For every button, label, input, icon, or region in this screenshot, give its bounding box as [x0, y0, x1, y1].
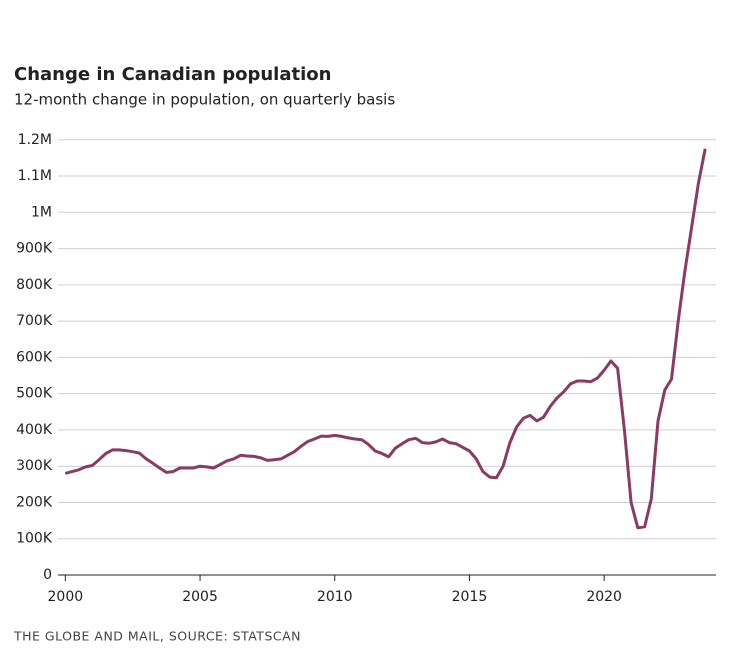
x-tick-label: 2010	[317, 589, 353, 605]
y-tick-label: 1.2M	[18, 132, 52, 148]
y-tick-label: 1.1M	[18, 168, 52, 184]
y-tick-label: 200K	[16, 494, 53, 510]
y-tick-label: 900K	[16, 241, 53, 257]
y-tick-label: 400K	[16, 422, 53, 438]
source: THE GLOBE AND MAIL, SOURCE: STATSCAN	[13, 629, 301, 644]
x-tick-label: 2015	[452, 589, 488, 605]
y-tick-label: 500K	[16, 386, 53, 402]
y-tick-label: 700K	[16, 313, 53, 329]
line-series	[64, 148, 707, 530]
y-tick-label: 1M	[31, 204, 52, 220]
y-tick-label: 0	[43, 567, 52, 583]
x-tick-label: 2005	[182, 589, 218, 605]
x-tick-label: 2000	[48, 589, 84, 605]
chart-title: Change in Canadian population	[14, 64, 331, 85]
y-tick-label: 300K	[16, 458, 53, 474]
y-tick-label: 600K	[16, 349, 53, 365]
x-tick-label: 2020	[586, 589, 622, 605]
chart-subtitle: 12-month change in population, on quarte…	[14, 91, 395, 109]
y-tick-label: 800K	[16, 277, 53, 293]
y-tick-label: 100K	[16, 531, 53, 547]
